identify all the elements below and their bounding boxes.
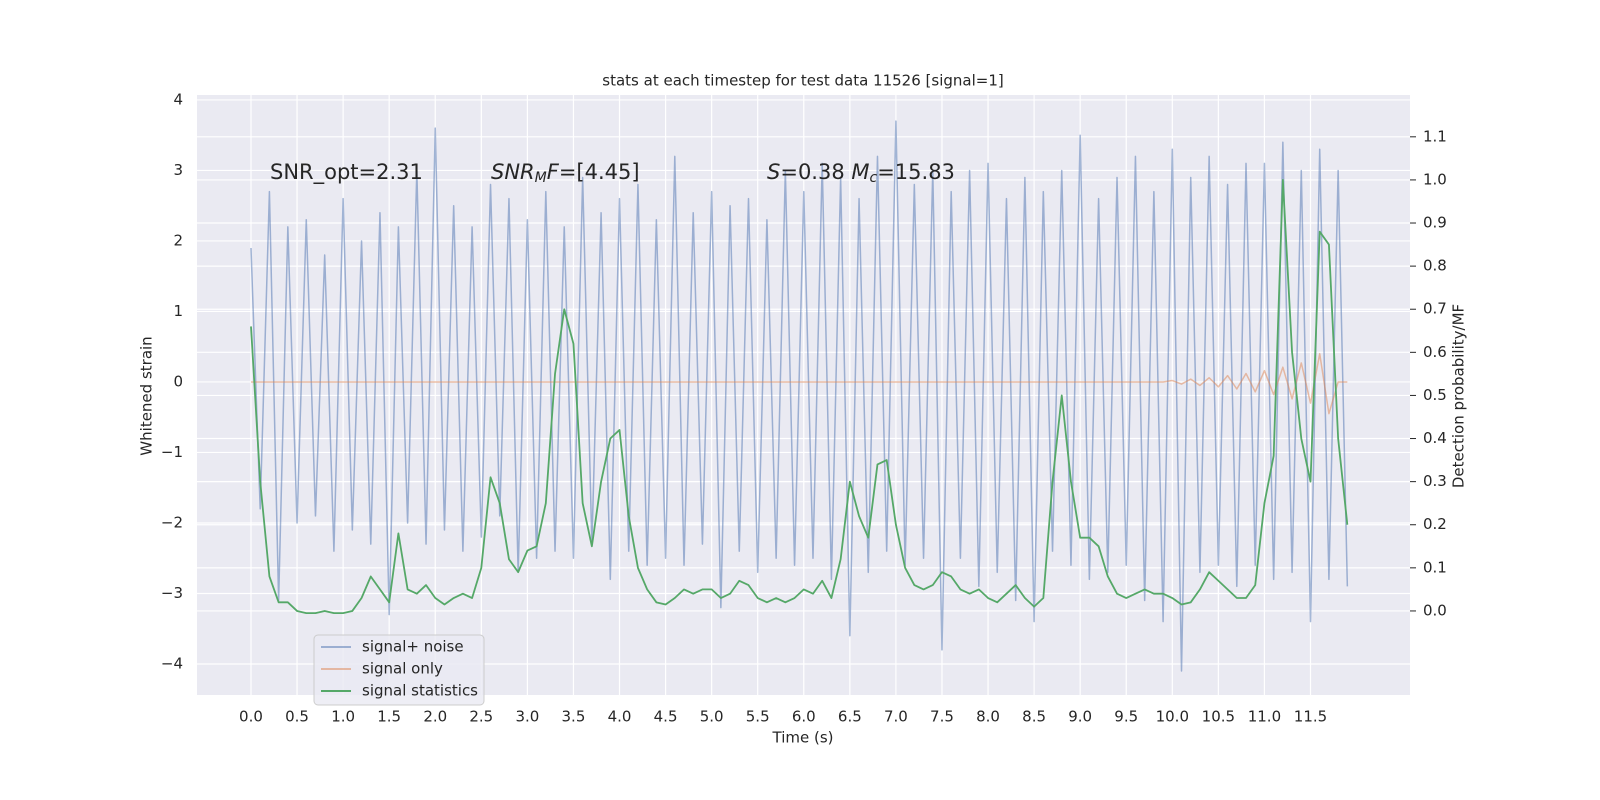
series-line [250,120,1349,672]
annotation-part: S [767,160,780,184]
x-tick-label: 9.0 [1068,708,1092,726]
y-tick-label: −4 [161,654,183,672]
y2-tick-label: 0.9 [1423,214,1447,232]
y-axis-label: Whitened strain [138,336,156,455]
annotation-part: =[4.45] [559,160,640,184]
legend-label: signal only [362,660,443,678]
annotation-part: SNR [491,160,535,184]
y2-tick-label: 0.5 [1423,386,1447,404]
series-line [250,353,1348,415]
y-tick-label: −1 [161,443,183,461]
annotation-part: =0.38 [780,160,851,184]
y2-axis-label: Detection probability/MF [1450,304,1468,488]
annotation: SNRMF=[4.45] [491,160,640,186]
annotation-part: SNR_opt=2.31 [270,160,423,185]
annotation-part: F [547,160,560,184]
y2-tick-label: 1.0 [1423,170,1447,188]
x-tick-label: 7.0 [884,708,908,726]
x-tick-label: 0.5 [285,708,309,726]
legend-label: signal+ noise [362,638,464,656]
x-tick-label: 0.0 [239,708,263,726]
legend-box [313,634,485,706]
annotation: SNR_opt=2.31 [270,160,423,185]
x-tick-label: 3.5 [562,708,586,726]
x-tick-label: 5.5 [746,708,770,726]
y2-tick-label: 0.4 [1423,429,1447,447]
x-tick-label: 6.0 [792,708,816,726]
chart-title: stats at each timestep for test data 115… [602,72,1003,90]
y2-tick-label: 0.1 [1423,558,1447,576]
x-tick-label: 2.0 [423,708,447,726]
x-tick-label: 2.5 [469,708,493,726]
x-tick-label: 10.0 [1156,708,1189,726]
y2-tick-label: 0.3 [1423,472,1447,490]
annotation-part: =15.83 [877,160,955,184]
x-tick-label: 9.5 [1114,708,1138,726]
x-axis-label: Time (s) [772,729,834,747]
y2-tick-label: 0.2 [1423,515,1447,533]
x-tick-label: 11.0 [1248,708,1281,726]
annotation-part: M [535,170,547,186]
y2-tick-label: 1.1 [1423,127,1447,145]
x-tick-label: 6.5 [838,708,862,726]
y-tick-label: 4 [173,90,183,108]
y-tick-label: −3 [161,584,183,602]
y-tick-label: 3 [173,161,183,179]
y-tick-label: 1 [173,302,183,320]
x-tick-label: 1.0 [331,708,355,726]
x-tick-label: 7.5 [930,708,954,726]
x-tick-label: 11.5 [1294,708,1327,726]
y2-tick-label: 0.7 [1423,300,1447,318]
legend-label: signal statistics [362,682,478,700]
series-line [250,179,1349,614]
y2-tick-label: 0.6 [1423,343,1447,361]
annotation: S=0.38 Mc=15.83 [767,160,955,186]
y-tick-label: 2 [173,231,183,249]
x-tick-label: 1.5 [377,708,401,726]
x-tick-label: 4.5 [654,708,678,726]
x-tick-label: 5.0 [700,708,724,726]
y-tick-label: −2 [161,513,183,531]
y-tick-label: 0 [173,372,183,390]
annotation-part: c [870,170,878,186]
x-tick-label: 8.5 [1022,708,1046,726]
x-tick-label: 8.0 [976,708,1000,726]
x-tick-label: 4.0 [608,708,632,726]
x-tick-label: 3.0 [515,708,539,726]
annotation-part: M [851,160,869,184]
x-tick-label: 10.5 [1202,708,1235,726]
y2-tick-label: 0.0 [1423,601,1447,619]
y2-tick-label: 0.8 [1423,257,1447,275]
